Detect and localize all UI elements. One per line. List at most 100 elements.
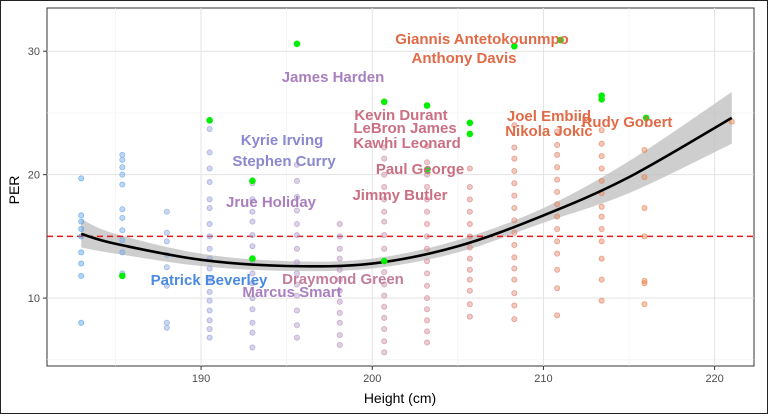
player-point — [641, 233, 648, 240]
player-point — [119, 206, 126, 213]
player-label: Jimmy Butler — [352, 187, 447, 204]
player-label: Giannis Antetokounmpo — [395, 31, 569, 48]
player-point — [381, 281, 388, 288]
player-point — [466, 287, 473, 294]
player-point — [206, 125, 213, 132]
player-point — [336, 319, 343, 326]
player-point — [511, 167, 518, 174]
player-label: Jrue Holiday — [226, 194, 317, 211]
player-point — [381, 338, 388, 345]
player-point — [293, 307, 300, 314]
player-point — [78, 175, 85, 182]
x-tick-label: 210 — [534, 373, 552, 385]
player-point — [249, 243, 256, 250]
player-point — [466, 266, 473, 273]
player-point — [511, 180, 518, 187]
player-point — [466, 183, 473, 190]
player-point — [381, 208, 388, 215]
player-point — [424, 306, 431, 313]
player-label: Anthony Davis — [411, 50, 516, 67]
player-point — [598, 127, 605, 134]
player-point — [511, 302, 518, 309]
player-point — [119, 171, 126, 178]
player-point — [119, 151, 126, 158]
player-point — [119, 164, 126, 171]
player-point — [249, 280, 256, 287]
x-tick-label: 190 — [192, 373, 210, 385]
player-point — [119, 227, 126, 234]
player-point — [554, 164, 561, 171]
player-point — [206, 265, 213, 272]
player-point — [381, 144, 388, 151]
trend-curve — [80, 116, 733, 268]
player-point — [381, 325, 388, 332]
player-point — [249, 232, 256, 239]
player-point — [554, 188, 561, 195]
player-label: Kyrie Irving — [241, 132, 324, 149]
player-point — [511, 276, 518, 283]
player-point — [511, 192, 518, 199]
player-point — [424, 221, 431, 228]
player-point — [424, 233, 431, 240]
player-point — [424, 143, 431, 150]
player-label: James Harden — [282, 69, 385, 86]
player-point — [381, 232, 388, 239]
player-point — [641, 301, 648, 308]
player-point — [78, 319, 85, 326]
player-point — [598, 238, 605, 245]
player-point — [466, 221, 473, 228]
player-point — [293, 193, 300, 200]
player-point — [78, 249, 85, 256]
x-axis-title: Height (cm) — [364, 390, 436, 406]
player-point — [119, 214, 126, 221]
player-point — [424, 270, 431, 277]
player-point — [206, 179, 213, 186]
player-point — [336, 298, 343, 305]
player-point — [424, 245, 431, 252]
player-point — [424, 208, 431, 215]
player-point — [511, 290, 518, 297]
player-point — [641, 204, 648, 211]
player-label: Paul George — [376, 161, 464, 178]
player-point — [381, 245, 388, 252]
player-point — [598, 165, 605, 172]
player-point — [554, 266, 561, 273]
player-point — [554, 213, 561, 220]
player-point — [206, 221, 213, 228]
player-point — [163, 319, 170, 326]
y-tick-label: 10 — [28, 293, 40, 305]
player-point — [424, 183, 431, 190]
player-point — [163, 282, 170, 289]
player-point — [424, 282, 431, 289]
highlighted-player-point — [466, 119, 474, 127]
player-point — [381, 171, 388, 178]
player-point — [381, 183, 388, 190]
player-point — [554, 128, 561, 135]
player-point — [206, 245, 213, 252]
player-point — [336, 221, 343, 228]
player-point — [293, 281, 300, 288]
player-point — [293, 292, 300, 299]
player-label: Patrick Beverley — [151, 272, 268, 289]
player-point — [598, 276, 605, 283]
player-point — [78, 272, 85, 279]
player-point — [163, 264, 170, 271]
player-point — [424, 339, 431, 346]
player-point — [119, 249, 126, 256]
highlighted-player-point — [511, 42, 518, 50]
background-points — [78, 118, 735, 356]
player-point — [424, 295, 431, 302]
player-point — [206, 297, 213, 304]
highlighted-player-point — [642, 114, 650, 122]
player-point — [511, 144, 518, 151]
player-point — [511, 316, 518, 323]
player-point — [119, 156, 126, 163]
player-point — [336, 309, 343, 316]
player-point — [554, 285, 561, 292]
player-point — [554, 201, 561, 208]
player-point — [466, 244, 473, 251]
player-point — [336, 287, 343, 294]
player-point — [293, 270, 300, 277]
player-point — [554, 151, 561, 158]
